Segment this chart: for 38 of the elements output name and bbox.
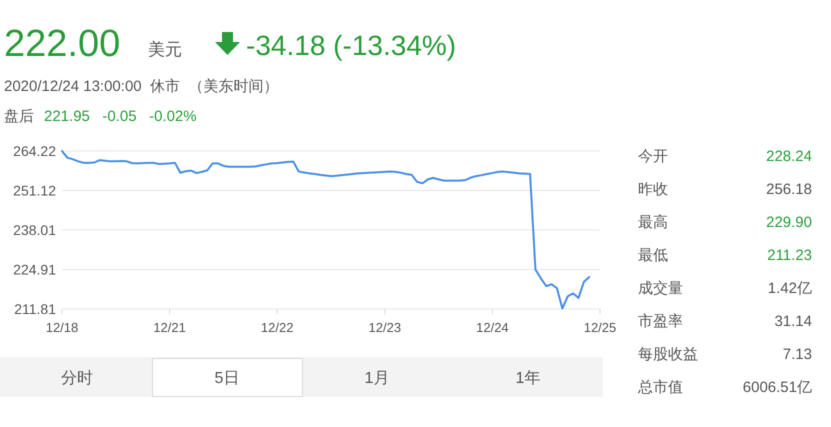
y-tick-label: 264.22 [13, 143, 56, 159]
text: 每股收益 [638, 346, 698, 363]
text: 1月 [364, 370, 390, 387]
text: 成交量 [638, 280, 683, 297]
x-tick-label: 12/18 [46, 320, 78, 335]
text: 256.18 [766, 181, 812, 198]
text: 228.24 [766, 148, 812, 165]
text: 市盈率 [638, 313, 683, 330]
chart-title: 222.00 [4, 23, 120, 65]
text: 最高 [638, 214, 668, 231]
text: 221.95 -0.05 -0.02% [44, 108, 197, 125]
y-tick-label: 224.91 [13, 262, 56, 278]
x-tick-label: 12/23 [368, 320, 402, 335]
text: 1年 [516, 370, 540, 387]
text: 1.42亿 [768, 280, 812, 297]
text: 2020/12/24 13:00:00 休市 （美东时间） [4, 78, 278, 95]
text: 今开 [638, 148, 668, 165]
line-series [61, 150, 590, 310]
y-tick-label: 251.12 [13, 182, 56, 198]
text: 7.13 [782, 346, 812, 363]
text: 229.90 [766, 214, 812, 231]
y-tick-label: 238.01 [13, 222, 56, 238]
text: 最低 [638, 247, 668, 264]
text: 总市值 [637, 379, 683, 396]
text: 美元 [148, 40, 182, 59]
text: 31.14 [774, 313, 812, 330]
text: 盘后 [4, 108, 34, 125]
x-tick-label: 12/24 [476, 320, 509, 335]
text: 5日 [214, 370, 240, 387]
text: 分时 [61, 369, 93, 387]
text: 昨收 [638, 181, 668, 198]
y-tick-label: 211.81 [14, 301, 56, 317]
x-tick-label: 12/22 [260, 320, 294, 335]
text: -34.18 (-13.34%) [246, 30, 456, 61]
text: 6006.51亿 [742, 379, 812, 396]
x-tick-label: 12/25 [584, 320, 616, 335]
text: 211.23 [767, 247, 812, 264]
x-tick-label: 12/21 [153, 320, 186, 335]
